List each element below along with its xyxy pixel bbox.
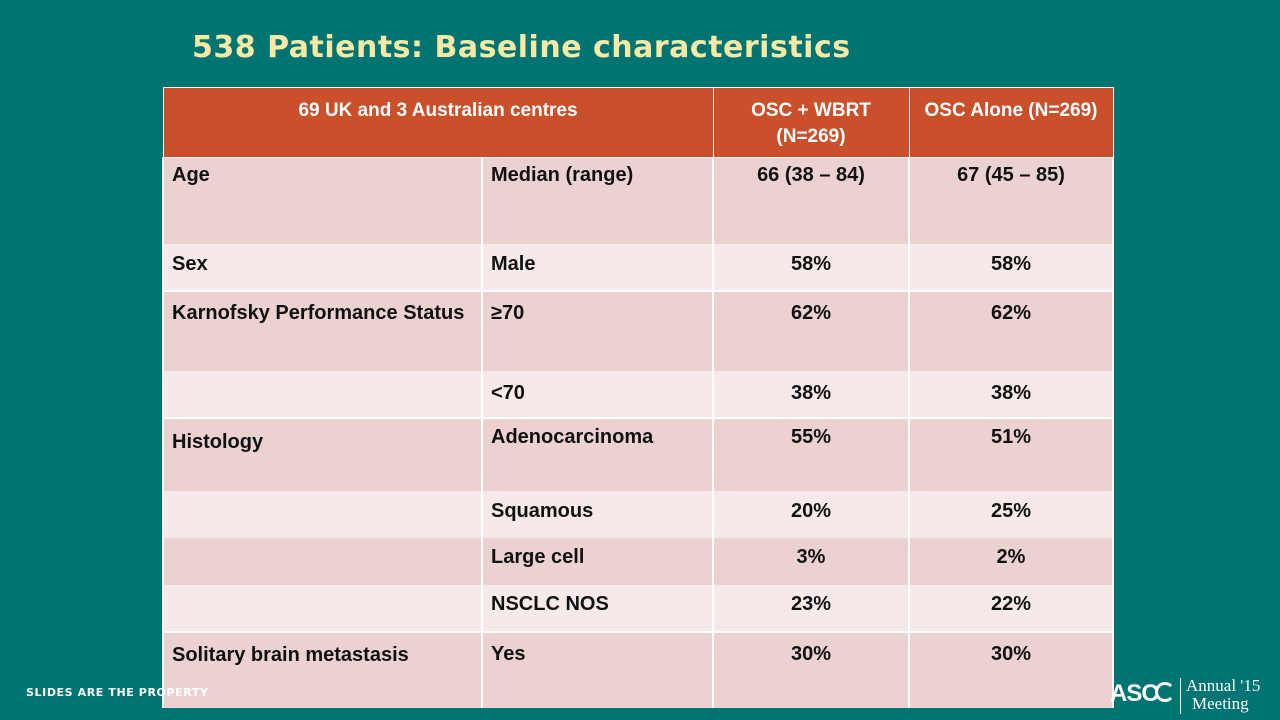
- table-row: Histology Adenocarcinoma 55% 51%: [162, 416, 1114, 491]
- asco-logo-text: ASC: [1110, 680, 1159, 707]
- row-sublabel: <70: [481, 370, 714, 418]
- osc-alone-value: 30%: [908, 630, 1114, 708]
- osc-alone-value: 67 (45 – 85): [908, 157, 1114, 244]
- footer-disclaimer: SLIDES ARE THE PROPERTY: [26, 686, 209, 699]
- osc-alone-value: 51%: [908, 416, 1114, 491]
- osc-alone-value: 62%: [908, 289, 1114, 371]
- row-label: Histology: [162, 416, 483, 491]
- osc-wbrt-value: 30%: [712, 630, 910, 708]
- row-label: [162, 584, 483, 632]
- row-sublabel: Median (range): [481, 157, 714, 244]
- logo-meeting-text: Meeting: [1192, 694, 1249, 713]
- osc-alone-value: 22%: [908, 584, 1114, 632]
- row-label: Age: [162, 157, 483, 244]
- row-sublabel: Adenocarcinoma: [481, 416, 714, 491]
- logo-annual-text: Annual '15: [1186, 676, 1261, 695]
- osc-wbrt-value: 55%: [712, 416, 910, 491]
- osc-alone-value: 58%: [908, 243, 1114, 291]
- table-row: Squamous 20% 25%: [162, 490, 1114, 538]
- osc-wbrt-value: 38%: [712, 370, 910, 418]
- table-row: Sex Male 58% 58%: [162, 243, 1114, 291]
- row-sublabel: NSCLC NOS: [481, 584, 714, 632]
- osc-alone-value: 2%: [908, 537, 1114, 585]
- logo-divider: [1180, 678, 1181, 714]
- table-row: NSCLC NOS 23% 22%: [162, 584, 1114, 632]
- osc-wbrt-value: 20%: [712, 490, 910, 538]
- osc-wbrt-value: 58%: [712, 243, 910, 291]
- header-osc-alone: OSC Alone (N=269): [908, 87, 1114, 158]
- row-label: [162, 370, 483, 418]
- osc-wbrt-value: 62%: [712, 289, 910, 371]
- row-label: Solitary brain metastasis: [162, 630, 483, 708]
- table-row: Karnofsky Performance Status ≥70 62% 62%: [162, 289, 1114, 371]
- row-sublabel: Male: [481, 243, 714, 291]
- table-header-row: 69 UK and 3 Australian centres OSC + WBR…: [162, 87, 1114, 158]
- asco-annual-meeting-logo: ASC Annual '15 Meeting: [1100, 672, 1280, 720]
- row-label: Karnofsky Performance Status: [162, 289, 483, 371]
- row-sublabel: Large cell: [481, 537, 714, 585]
- table-row: Age Median (range) 66 (38 – 84) 67 (45 –…: [162, 157, 1114, 244]
- row-label: Sex: [162, 243, 483, 291]
- row-label: [162, 490, 483, 538]
- row-label: [162, 537, 483, 585]
- osc-wbrt-value: 3%: [712, 537, 910, 585]
- baseline-characteristics-table: 69 UK and 3 Australian centres OSC + WBR…: [162, 87, 1114, 708]
- table-row: Large cell 3% 2%: [162, 537, 1114, 585]
- row-sublabel: Yes: [481, 630, 714, 708]
- header-osc-wbrt: OSC + WBRT (N=269): [712, 87, 910, 158]
- osc-wbrt-value: 23%: [712, 584, 910, 632]
- osc-alone-value: 38%: [908, 370, 1114, 418]
- osc-alone-value: 25%: [908, 490, 1114, 538]
- row-sublabel: Squamous: [481, 490, 714, 538]
- row-sublabel: ≥70: [481, 289, 714, 371]
- table-row: Solitary brain metastasis Yes 30% 30%: [162, 630, 1114, 708]
- header-centres: 69 UK and 3 Australian centres: [162, 87, 714, 158]
- table-row: <70 38% 38%: [162, 370, 1114, 418]
- slide-title: 538 Patients: Baseline characteristics: [192, 30, 851, 65]
- asco-swirl-icon: [1155, 682, 1175, 702]
- osc-wbrt-value: 66 (38 – 84): [712, 157, 910, 244]
